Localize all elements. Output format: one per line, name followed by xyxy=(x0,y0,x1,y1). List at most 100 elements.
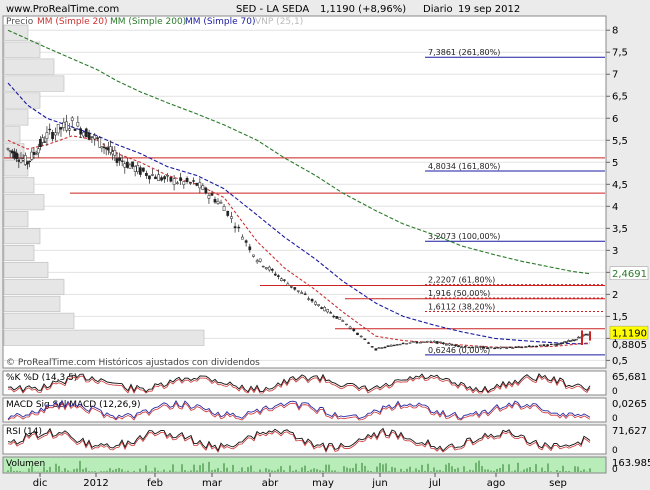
candle-body xyxy=(157,174,160,182)
tick-label-price: 5,5 xyxy=(612,136,628,147)
candle-body xyxy=(109,146,112,153)
indicator-label: MACD Sig Sel MACD (12,26,9) xyxy=(6,400,140,410)
tick-label-price: 7,5 xyxy=(612,48,628,59)
candle-body xyxy=(542,344,546,347)
candle-body xyxy=(383,346,387,349)
candle-body xyxy=(204,187,208,194)
candle-body xyxy=(133,166,137,172)
candle-body xyxy=(84,128,88,138)
candle-body xyxy=(380,347,384,349)
candle-body xyxy=(17,159,21,162)
candle-body xyxy=(426,341,429,343)
candle-body xyxy=(448,343,451,346)
volume-profile-bar xyxy=(3,41,41,58)
candle-body xyxy=(320,307,323,309)
candle-body xyxy=(210,193,214,196)
candle-body xyxy=(478,346,482,348)
candle-body xyxy=(359,335,363,338)
candle-body xyxy=(43,141,47,143)
candle-body xyxy=(8,150,12,152)
candle-body xyxy=(6,148,10,150)
indicator-last-value: 65,681 xyxy=(612,372,647,383)
candle-body xyxy=(370,346,374,348)
indicator-panel xyxy=(2,397,607,423)
candle-body xyxy=(356,332,359,335)
legend-vnp: VNP (25,1) xyxy=(255,17,303,27)
candle-body xyxy=(15,152,19,160)
candle-body xyxy=(139,167,142,175)
candle-body xyxy=(270,268,274,271)
candle-body xyxy=(502,346,506,349)
legend-mm70: MM (Simple 70) xyxy=(185,17,255,27)
date-tick-label: jul xyxy=(428,478,441,489)
tick-label-price: 4,5 xyxy=(612,180,628,191)
candle-body xyxy=(148,175,151,180)
main-panel xyxy=(2,15,607,369)
candle-body xyxy=(201,185,205,190)
candle-body xyxy=(169,177,173,182)
candle-body xyxy=(511,347,515,349)
candle-body xyxy=(538,344,542,346)
candle-body xyxy=(386,345,390,347)
candle-body xyxy=(113,150,117,156)
tick-label-price: 2 xyxy=(612,290,618,301)
candle-body xyxy=(451,344,454,346)
candle-body xyxy=(405,343,408,345)
legend-mm20: MM (Simple 20) xyxy=(37,17,107,27)
indicator-zero-tick: 0 xyxy=(612,446,618,456)
tick-label-price: 7 xyxy=(612,70,618,81)
candle-body xyxy=(154,176,157,180)
candle-body xyxy=(195,182,199,186)
candle-body xyxy=(93,135,97,140)
fibonacci-label: 1,6112 (38,20%) xyxy=(428,302,495,311)
candle-body xyxy=(435,341,439,344)
indicator-label: %K %D (14,3,5) xyxy=(6,373,77,383)
candle-body xyxy=(192,180,195,182)
candle-body xyxy=(352,328,356,332)
candle-body xyxy=(520,346,524,349)
candle-body xyxy=(98,137,102,148)
candle-body xyxy=(496,347,499,349)
candle-body xyxy=(252,254,255,257)
candle-body xyxy=(76,122,80,127)
candle-body xyxy=(367,342,370,344)
price-axis: 87,576,565,554,543,532,521,510,5 xyxy=(606,26,628,367)
fibonacci-levels: 7,3861 (261,80%) 4,8034 (161,80%) 3,2073 (… xyxy=(425,48,605,356)
candle-body xyxy=(198,182,202,189)
legend: Precio MM (Simple 20) MM (Simple 200) MM… xyxy=(6,17,303,27)
candle-body xyxy=(395,344,399,346)
indicator-last-value: 163.985 xyxy=(612,458,650,469)
fibonacci-label: 4,8034 (161,80%) xyxy=(428,162,500,171)
candle-body xyxy=(460,346,463,348)
candle-body xyxy=(586,334,590,336)
candle-body xyxy=(120,160,124,162)
candle-body xyxy=(345,323,348,326)
candle-body xyxy=(527,345,531,348)
candle-body xyxy=(467,346,471,349)
candle-body xyxy=(432,340,436,343)
candle-body xyxy=(32,152,36,155)
candle-body xyxy=(517,346,521,348)
indicator-line xyxy=(7,399,591,420)
tick-label-price: 4 xyxy=(612,202,618,213)
volume-profile-bar xyxy=(3,126,21,143)
volume-profile-bar xyxy=(3,75,65,92)
candle-body xyxy=(555,344,559,346)
price-tag xyxy=(609,325,649,340)
candle-body xyxy=(104,147,108,150)
candle-body xyxy=(82,132,85,137)
candle-body xyxy=(303,293,307,295)
candle-body xyxy=(508,346,512,348)
candle-body xyxy=(255,260,259,263)
candle-body xyxy=(474,346,478,348)
candle-body xyxy=(549,343,553,346)
horizontal-levels xyxy=(4,157,605,330)
volume-profile-bar xyxy=(3,58,55,75)
candle-body xyxy=(454,344,457,347)
candle-body xyxy=(300,292,304,294)
date-tick-label: ago xyxy=(487,478,506,489)
candle-body xyxy=(230,216,233,219)
tick-label-price: 8 xyxy=(612,26,618,37)
candle-body xyxy=(273,273,277,276)
candle-body xyxy=(429,341,433,343)
